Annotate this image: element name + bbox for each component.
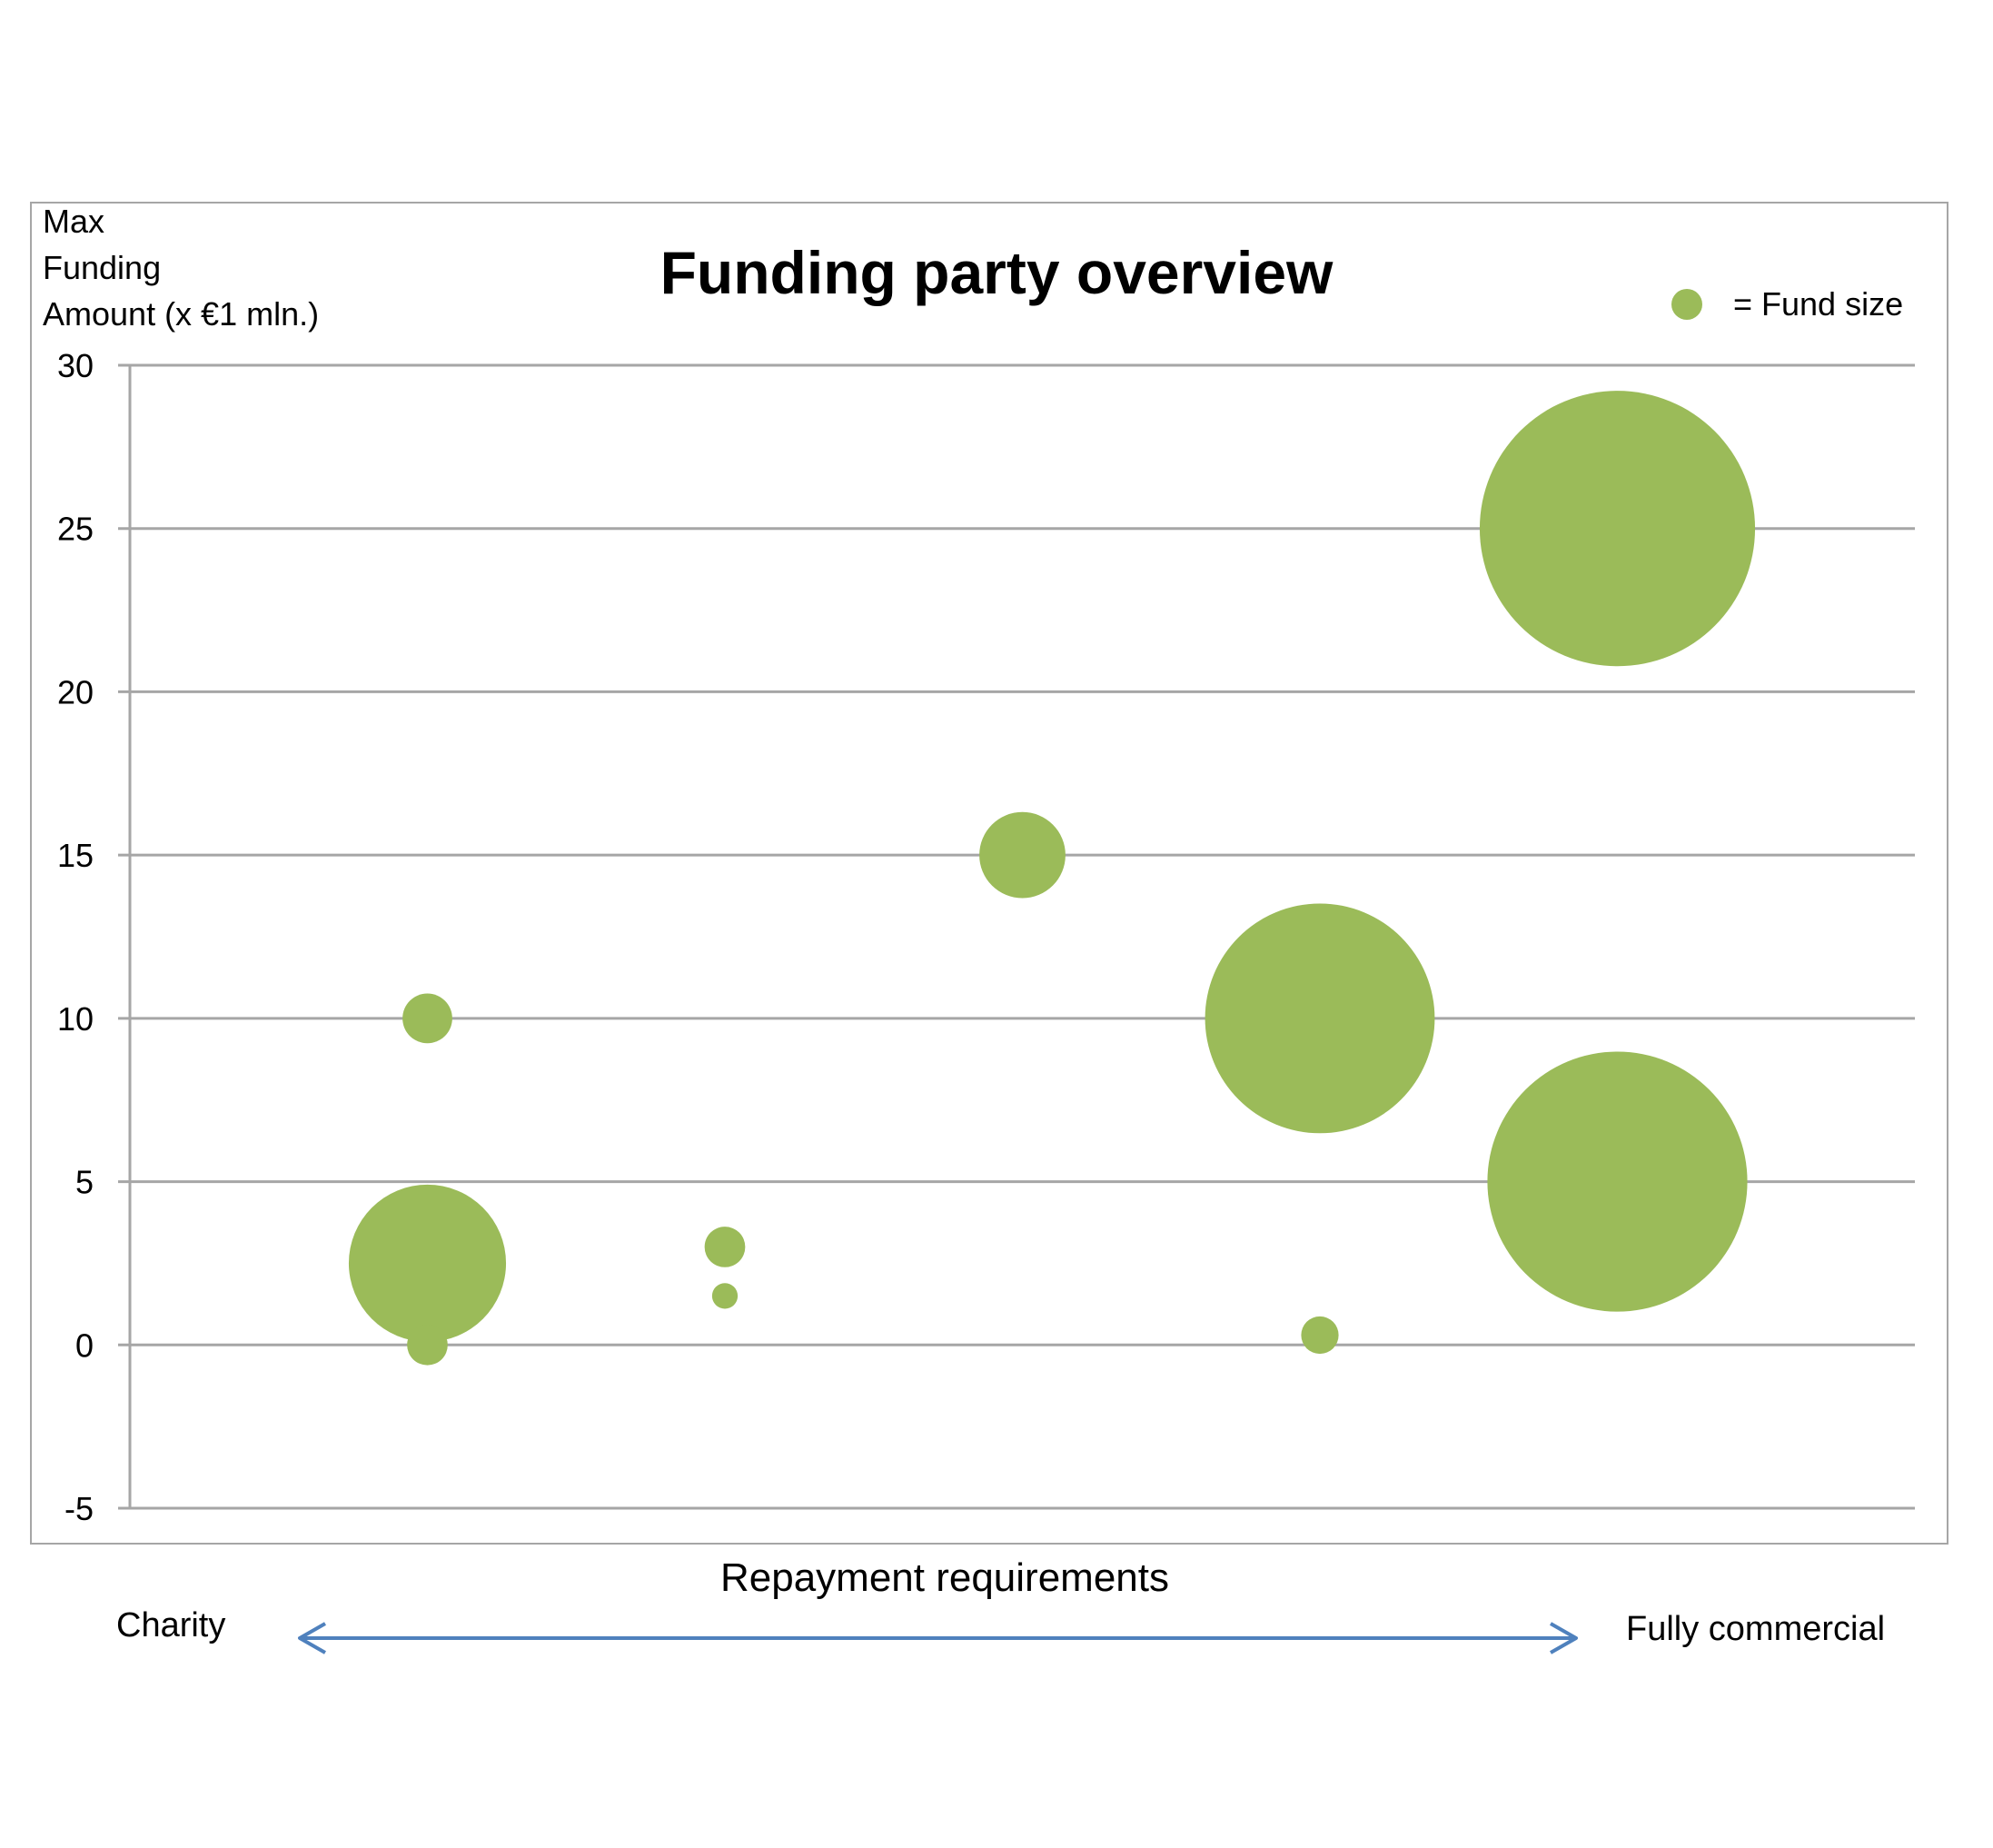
legend-label: = Fund size [1733,285,1904,323]
bubble [1479,391,1756,667]
y-tick-label: 10 [57,1000,94,1038]
legend: = Fund size [1671,282,1903,327]
bubble [407,1324,448,1366]
x-scale-right-label: Fully commercial [1626,1610,1886,1648]
y-axis-label-line-1: Max [43,203,105,240]
y-tick-label: 20 [57,673,94,710]
y-axis-label-line-2: Funding [43,249,162,286]
y-tick-label: 30 [57,347,94,384]
bubble [704,1227,746,1267]
repayment-arrow [298,1622,1578,1654]
y-axis-label: Max Funding Amount (x €1 mln.) [43,198,319,337]
bubble [1205,903,1435,1134]
x-axis-label: Repayment requirements [719,1555,1169,1600]
chart-title: Funding party overview [659,239,1334,306]
y-tick-label: 0 [75,1326,94,1364]
y-tick-label: 25 [57,511,94,548]
y-tick-label: 5 [75,1164,94,1201]
chart-frame [30,202,1948,1545]
y-tick-labels: 30 25 20 15 10 5 0 -5 [57,347,94,1527]
y-tick-label: -5 [64,1490,94,1527]
bubble [348,1184,507,1342]
bubble [979,811,1066,899]
bubble [1301,1316,1339,1355]
bubble [1487,1051,1748,1312]
arrow-left-head [298,1622,326,1654]
bubble [711,1283,739,1309]
legend-bubble-marker [1671,289,1702,320]
x-scale-left-label: Charity [116,1606,226,1644]
bubble [402,993,452,1044]
y-axis-label-line-3: Amount (x €1 mln.) [43,295,320,333]
arrow-right-head [1550,1622,1578,1654]
bubbles [348,391,1756,1366]
y-tick-label: 15 [57,837,94,874]
